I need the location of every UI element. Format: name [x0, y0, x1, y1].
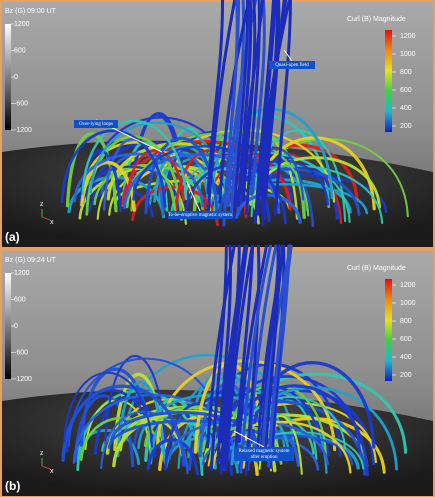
time-label: Bz (G) 09:00 UT	[5, 8, 57, 15]
axis-label: z	[40, 450, 44, 457]
curl-colorbar-title: Curl (B) Magnitude	[347, 265, 406, 272]
bz-tick-label: 0	[14, 74, 18, 81]
time-label: Bz (G) 09:24 UT	[5, 257, 57, 264]
panel-label: (b)	[5, 479, 20, 493]
curl-tick-label: 1200	[400, 33, 416, 40]
curl-tick-label: 800	[400, 318, 412, 325]
annotation-text: Quasi-open field	[275, 63, 309, 68]
curl-colorbar	[385, 30, 392, 132]
bz-tick-label: 1200	[14, 270, 30, 277]
figure: Bz (G) 09:00 UT 1200 600 0 -600 -1200 Curl (B)…	[0, 0, 435, 497]
bz-tick-label: 600	[14, 296, 26, 303]
annotation-text: Relaxed magnetic system	[238, 449, 289, 454]
curl-tick-label: 400	[400, 105, 412, 112]
axis-label: x	[50, 468, 54, 475]
bz-colorbar	[5, 273, 11, 379]
annotation-text: Over-lying loops	[79, 122, 113, 127]
annotation-text: To-be-eruptive magnetic system	[168, 213, 232, 218]
bz-tick-label: 1200	[14, 21, 30, 28]
curl-tick-label: 400	[400, 354, 412, 361]
bz-tick-label: -600	[14, 100, 28, 107]
axis-label: x	[50, 219, 54, 226]
curl-tick-label: 600	[400, 87, 412, 94]
axis-label: z	[40, 201, 44, 208]
bz-colorbar	[5, 24, 11, 130]
curl-colorbar-title: Curl (B) Magnitude	[347, 16, 406, 23]
bz-tick-label: -1200	[14, 127, 32, 134]
curl-tick-label: 1200	[400, 282, 416, 289]
bz-tick-label: -1200	[14, 376, 32, 383]
curl-tick-label: 200	[400, 372, 412, 379]
panel: Bz (G) 09:24 UT 1200 600 0 -600 -1200 Curl (B)…	[2, 246, 433, 496]
bz-tick-label: -600	[14, 349, 28, 356]
curl-tick-label: 200	[400, 123, 412, 130]
bz-tick-label: 0	[14, 323, 18, 330]
panel-label: (a)	[5, 230, 20, 244]
curl-tick-label: 1000	[400, 51, 416, 58]
curl-colorbar	[385, 279, 392, 381]
curl-tick-label: 800	[400, 69, 412, 76]
bz-tick-label: 600	[14, 47, 26, 54]
panel: Bz (G) 09:00 UT 1200 600 0 -600 -1200 Curl (B)…	[2, 0, 433, 247]
curl-tick-label: 1000	[400, 300, 416, 307]
annotation-text: after eruption	[250, 455, 278, 460]
curl-tick-label: 600	[400, 336, 412, 343]
